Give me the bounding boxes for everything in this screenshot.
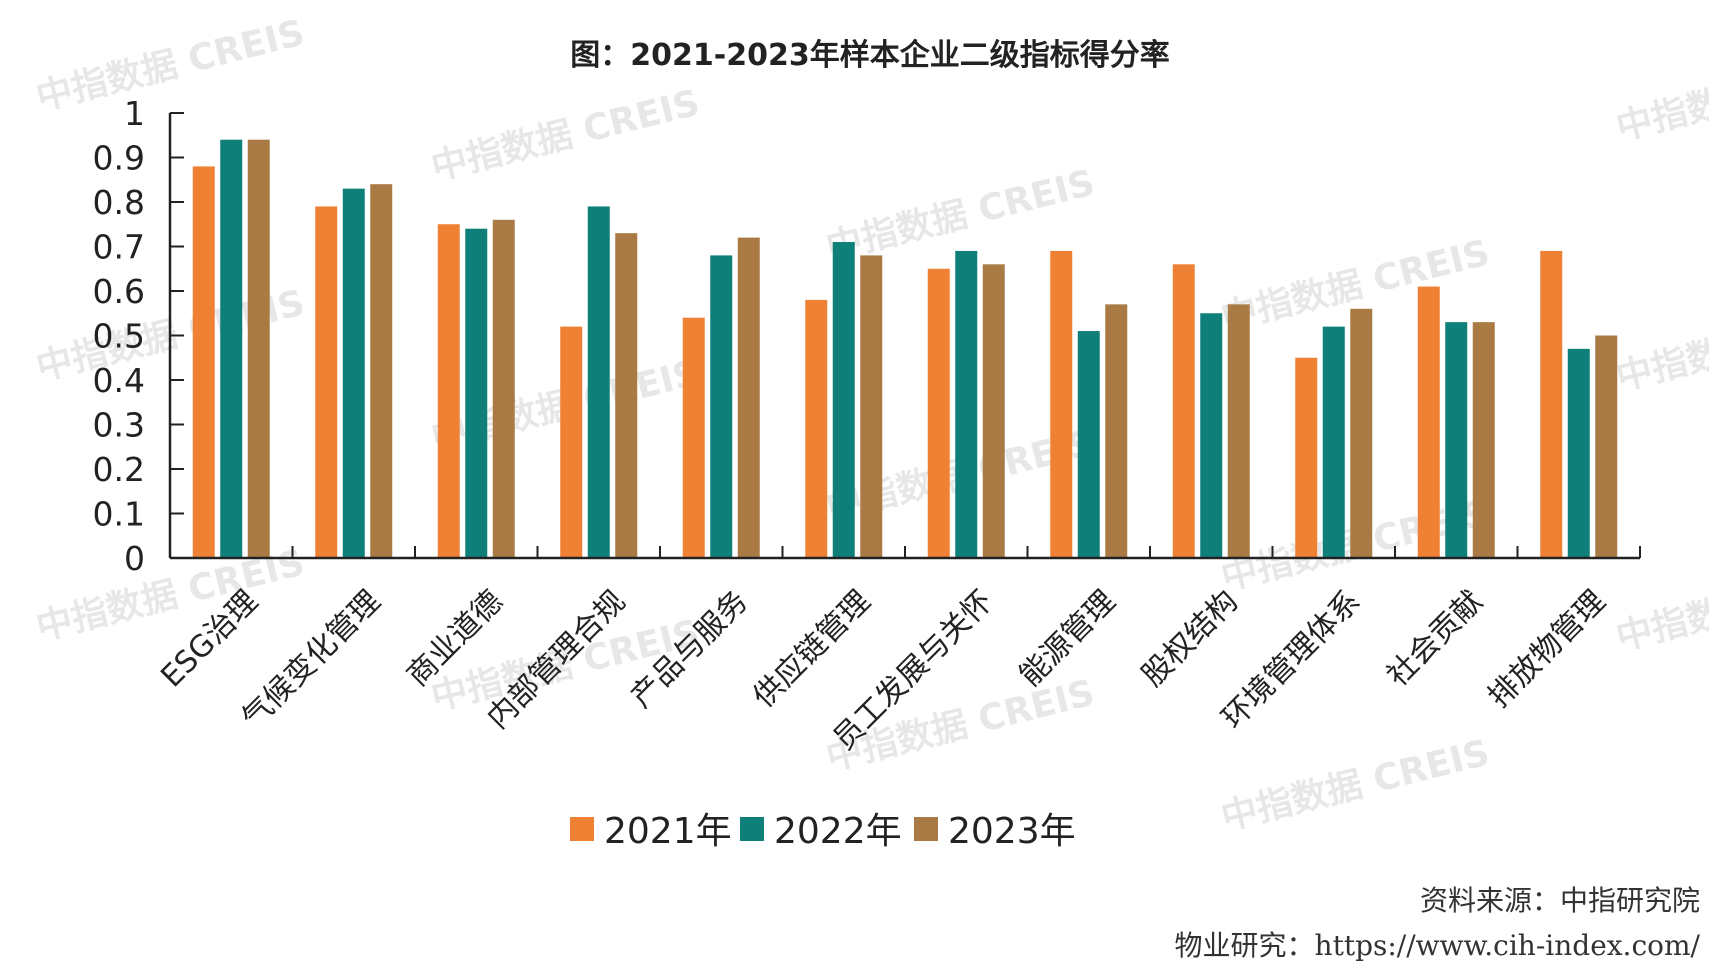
y-tick-label: 0 — [124, 539, 145, 578]
legend-label: 2023年 — [948, 811, 1076, 852]
watermark-text: 中指数据 CREIS — [1612, 43, 1709, 149]
bar — [560, 326, 583, 558]
legend-label: 2022年 — [774, 811, 902, 852]
bar — [1050, 250, 1073, 558]
bar — [1472, 322, 1495, 558]
y-tick-label: 0.8 — [93, 183, 145, 222]
watermark-text: 中指数据 CREIS — [1612, 553, 1709, 659]
bar — [1200, 313, 1223, 558]
legend: 2021年 2022年 2023年 — [570, 811, 1076, 852]
bar — [1595, 335, 1618, 558]
legend-swatch — [740, 817, 764, 841]
bar — [1322, 326, 1345, 558]
bar — [1567, 348, 1590, 558]
bar — [587, 206, 610, 558]
bar — [1540, 250, 1563, 558]
bar — [1227, 304, 1250, 558]
bar — [1295, 357, 1318, 558]
bar — [1105, 304, 1128, 558]
watermark-text: 中指数据 CREIS — [32, 13, 308, 119]
bar — [1417, 286, 1440, 558]
bar — [955, 250, 978, 558]
y-tick-label: 0.1 — [93, 495, 145, 534]
y-tick-label: 0.2 — [93, 450, 145, 489]
legend-label: 2021年 — [604, 811, 732, 852]
bar — [492, 219, 515, 559]
legend-swatch — [914, 817, 938, 841]
x-tick-label: 排放物管理 — [1482, 584, 1613, 715]
y-tick-label: 0.6 — [93, 272, 145, 311]
bar — [710, 255, 733, 558]
bar — [437, 224, 460, 558]
x-tick-label: 社会贡献 — [1380, 584, 1490, 694]
y-tick-label: 0.5 — [93, 317, 145, 356]
y-tick-label: 0.9 — [93, 139, 145, 178]
chart-title: 图：2021-2023年样本企业二级指标得分率 — [570, 38, 1169, 73]
y-tick-label: 0.3 — [93, 406, 145, 445]
y-tick-label: 0.7 — [93, 228, 145, 267]
bar — [465, 228, 488, 558]
bar — [805, 299, 828, 558]
footer-url[interactable]: 物业研究：https://www.cih-index.com/ — [1175, 929, 1701, 961]
bar — [370, 184, 393, 558]
bar — [342, 188, 365, 558]
y-tick-label: 0.4 — [93, 361, 145, 400]
bar — [220, 139, 243, 558]
bar — [832, 242, 855, 559]
bars-group — [192, 139, 1618, 559]
bar — [927, 268, 950, 558]
bar — [1350, 308, 1373, 558]
x-tick-label: 供应链管理 — [747, 584, 878, 715]
bar — [1077, 331, 1100, 558]
legend-swatch — [570, 817, 594, 841]
bar — [315, 206, 338, 558]
x-tick-label: 股权结构 — [1135, 584, 1245, 694]
bar — [615, 233, 638, 558]
bar — [682, 317, 705, 558]
bar — [1445, 322, 1468, 558]
source-note: 资料来源：中指研究院 — [1420, 884, 1700, 917]
bar — [860, 255, 883, 558]
watermark-text: 中指数据 CREIS — [1217, 733, 1493, 839]
bar — [982, 264, 1005, 558]
y-tick-label: 1 — [124, 94, 145, 133]
watermark-text: 中指数据 CREIS — [427, 83, 703, 189]
bar — [247, 139, 270, 558]
watermark-text: 中指数据 CREIS — [1612, 293, 1709, 399]
bar — [1172, 264, 1195, 558]
y-axis: 0 0.1 0.2 0.3 0.4 0.5 0.6 0.7 0.8 0.9 1 — [93, 94, 184, 578]
bar — [737, 237, 760, 558]
bar — [192, 166, 215, 558]
